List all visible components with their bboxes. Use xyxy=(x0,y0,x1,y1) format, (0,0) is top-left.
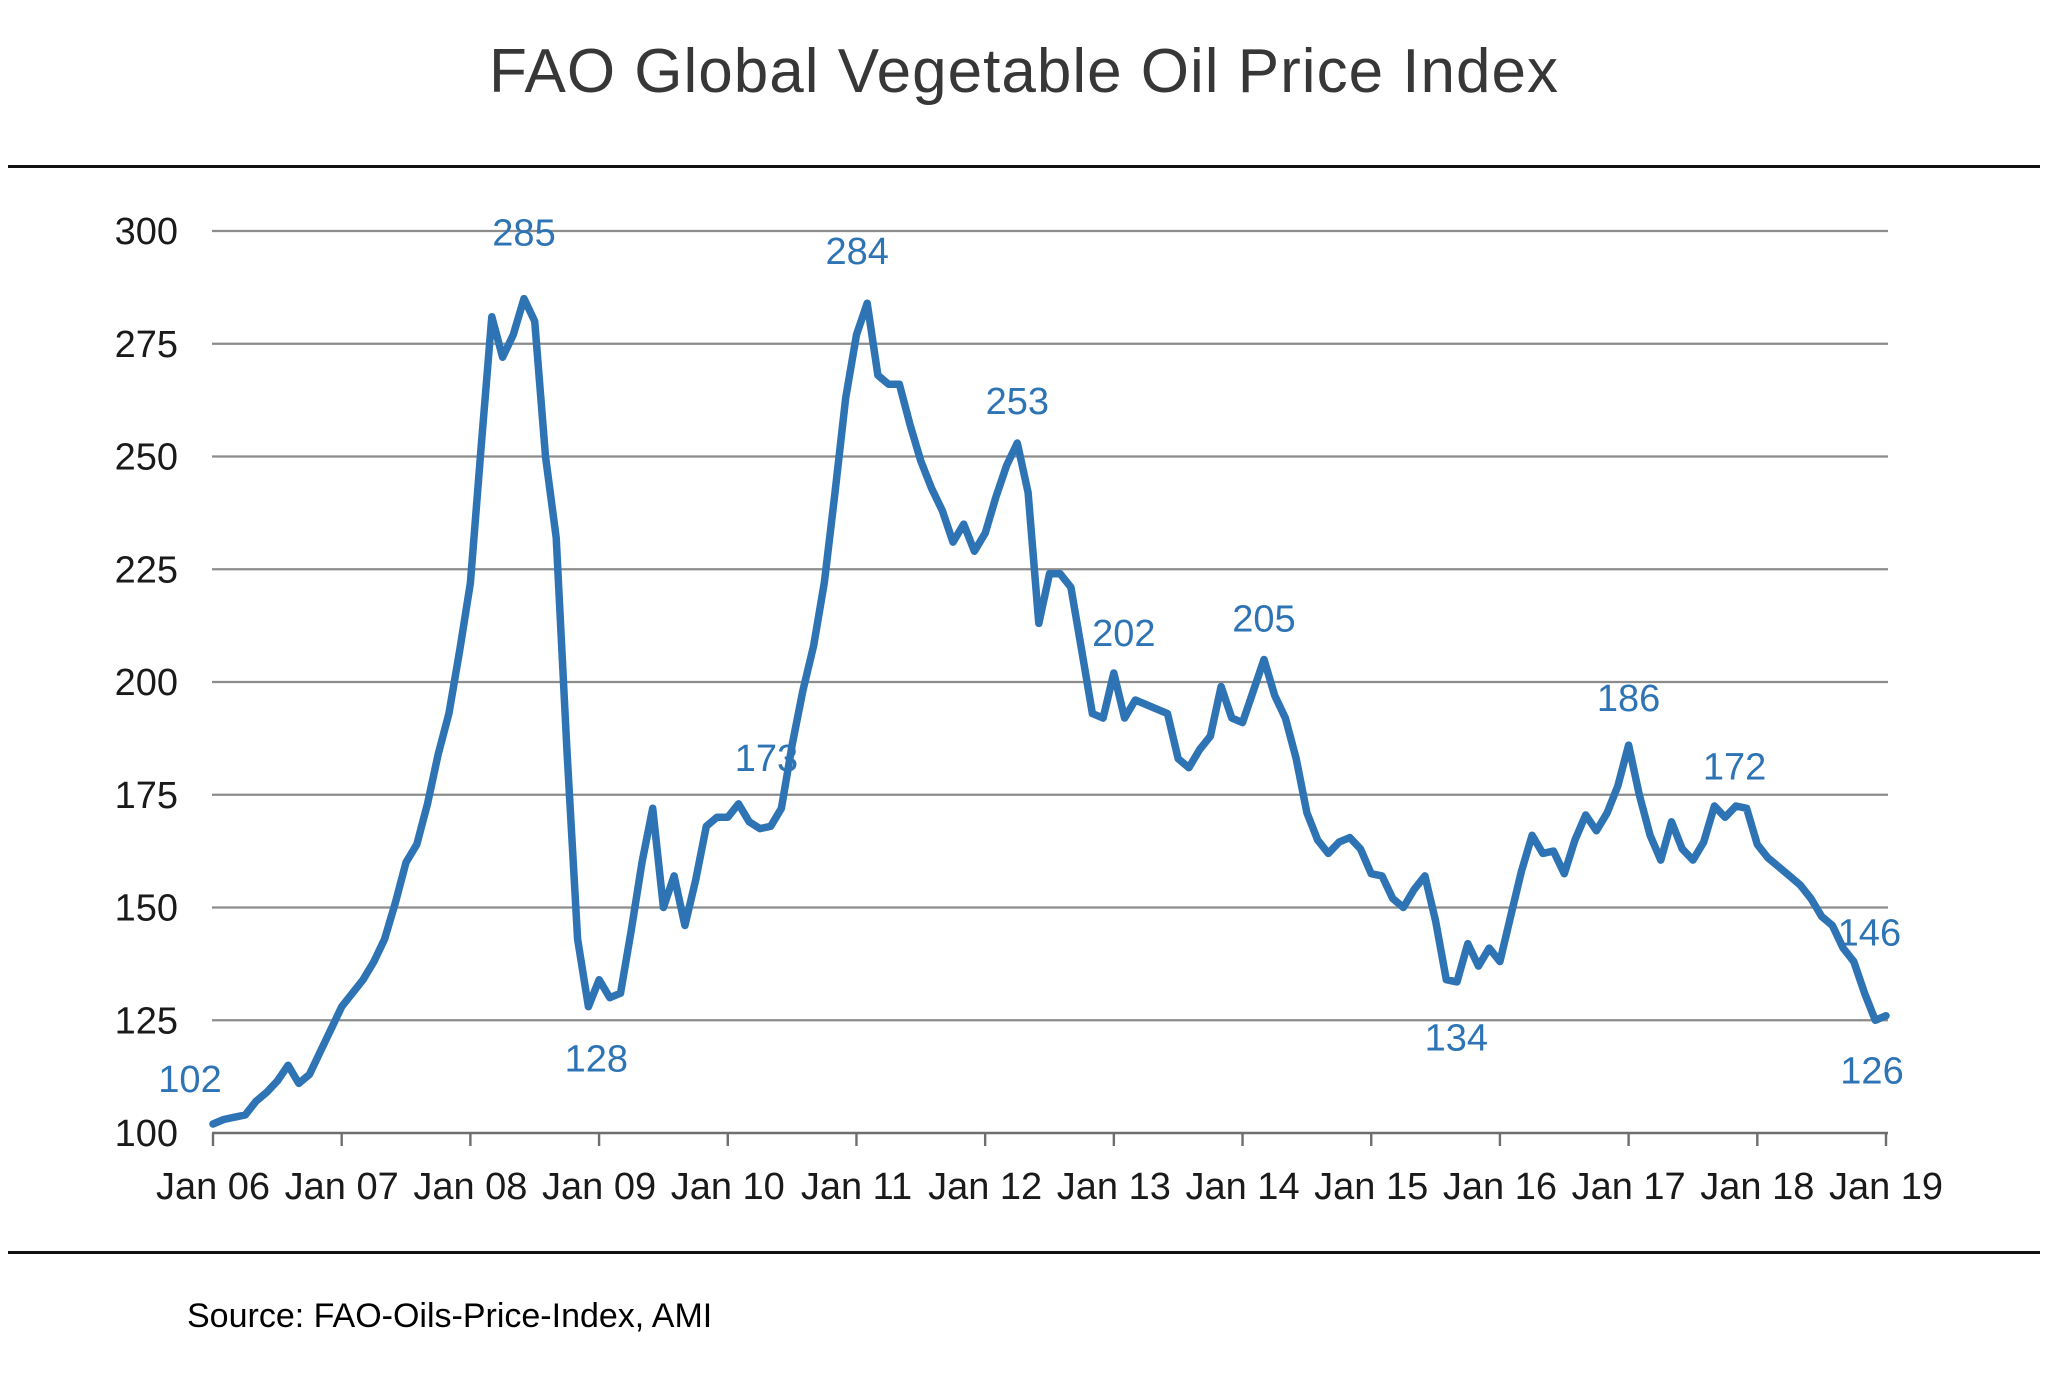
source-note: Source: FAO-Oils-Price-Index, AMI xyxy=(187,1297,713,1335)
y-axis-label: 225 xyxy=(115,549,178,591)
x-axis-label: Jan 19 xyxy=(1829,1166,1943,1208)
y-axis-label: 175 xyxy=(115,775,178,817)
bottom-separator xyxy=(8,1251,2040,1254)
x-axis-label: Jan 07 xyxy=(285,1166,399,1208)
y-axis-label: 100 xyxy=(115,1113,178,1155)
data-label-186: 186 xyxy=(1597,678,1660,720)
data-label-285: 285 xyxy=(492,213,555,255)
top-separator xyxy=(8,165,2040,168)
y-axis-label: 275 xyxy=(115,324,178,366)
x-axis-label: Jan 10 xyxy=(671,1166,785,1208)
y-axis-label: 150 xyxy=(115,888,178,930)
x-axis-label: Jan 17 xyxy=(1572,1166,1686,1208)
data-label-102: 102 xyxy=(158,1059,221,1101)
y-axis-label: 300 xyxy=(115,211,178,253)
x-axis-label: Jan 08 xyxy=(413,1166,527,1208)
data-label-126: 126 xyxy=(1840,1051,1903,1093)
x-axis-label: Jan 06 xyxy=(156,1166,270,1208)
x-axis-label: Jan 14 xyxy=(1185,1166,1299,1208)
data-label-202: 202 xyxy=(1092,613,1155,655)
chart-title: FAO Global Vegetable Oil Price Index xyxy=(489,37,1559,106)
y-axis-label: 250 xyxy=(115,437,178,479)
data-label-253: 253 xyxy=(986,381,1049,423)
price-line xyxy=(209,294,1890,1128)
x-axis-label: Jan 09 xyxy=(542,1166,656,1208)
x-axis-label: Jan 16 xyxy=(1443,1166,1557,1208)
y-axis-label: 200 xyxy=(115,662,178,704)
x-axis-label: Jan 13 xyxy=(1057,1166,1171,1208)
x-axis-label: Jan 11 xyxy=(801,1166,912,1208)
x-axis-label: Jan 18 xyxy=(1700,1166,1814,1208)
x-axis-label: Jan 12 xyxy=(928,1166,1042,1208)
data-label-172: 172 xyxy=(1703,746,1766,788)
data-label-205: 205 xyxy=(1232,598,1295,640)
data-label-134: 134 xyxy=(1425,1018,1488,1060)
x-axis-label: Jan 15 xyxy=(1314,1166,1428,1208)
data-label-284: 284 xyxy=(825,231,888,273)
y-axis-label: 125 xyxy=(115,1000,178,1042)
data-label-173: 173 xyxy=(735,738,798,780)
data-label-146: 146 xyxy=(1838,913,1901,955)
data-label-128: 128 xyxy=(565,1039,628,1081)
